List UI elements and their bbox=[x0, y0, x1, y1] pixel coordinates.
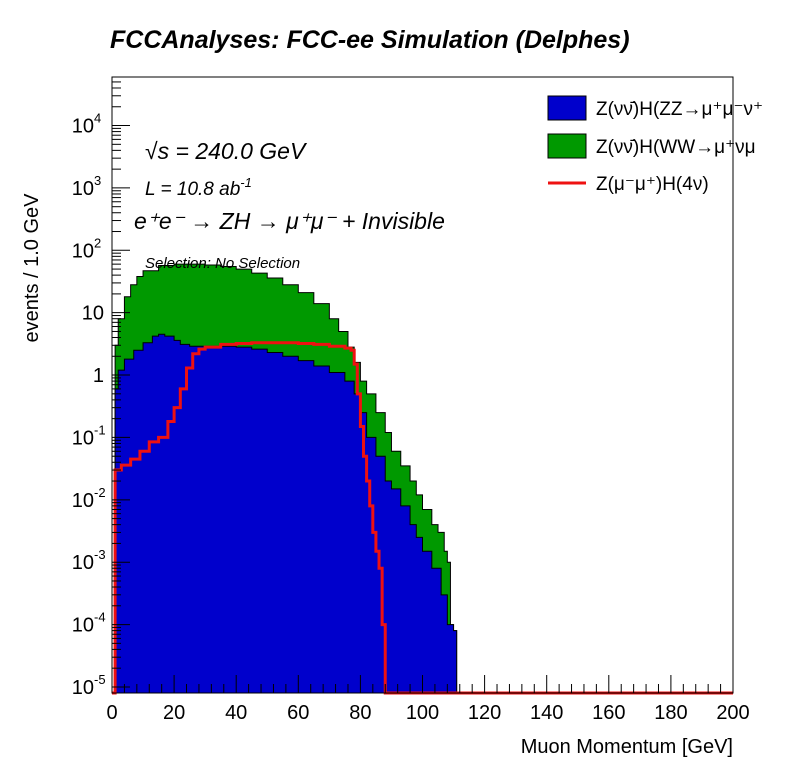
x-tick-label: 180 bbox=[654, 702, 687, 724]
y-tick-exponent: 2 bbox=[94, 235, 101, 250]
y-tick-exponent: -2 bbox=[94, 485, 106, 500]
series-0-fill bbox=[114, 333, 458, 694]
chart-title: FCCAnalyses: FCC-ee Simulation (Delphes) bbox=[110, 26, 630, 54]
x-tick-label: 140 bbox=[530, 702, 563, 724]
x-tick-label: 0 bbox=[106, 702, 117, 724]
y-tick-exponent: -1 bbox=[94, 422, 106, 437]
x-tick-label: 200 bbox=[716, 702, 749, 724]
luminosity-exponent: -1 bbox=[240, 175, 252, 190]
y-tick-label: 10 bbox=[72, 178, 94, 200]
process-annotation: e⁺e⁻ → ZH → μ⁺μ⁻ + Invisible bbox=[134, 208, 445, 234]
plot-data bbox=[112, 263, 733, 695]
sqrt-s-annotation: √s = 240.0 GeV bbox=[145, 138, 308, 164]
y-tick-exponent: 3 bbox=[94, 173, 101, 188]
x-tick-label: 100 bbox=[406, 702, 439, 724]
x-tick-label: 160 bbox=[592, 702, 625, 724]
legend-swatch-0 bbox=[547, 95, 587, 121]
luminosity-annotation: L = 10.8 ab-1 bbox=[145, 175, 252, 200]
x-tick-label: 80 bbox=[349, 702, 371, 724]
y-tick-label: 10 bbox=[72, 490, 94, 512]
selection-annotation: Selection: No Selection bbox=[145, 255, 300, 272]
x-tick-label: 40 bbox=[225, 702, 247, 724]
y-axis-label: events / 1.0 GeV bbox=[21, 193, 43, 343]
legend-label-1: Z(νν̄)H(WW→μ⁺νμ bbox=[596, 137, 756, 158]
luminosity-text: L = 10.8 ab bbox=[145, 179, 240, 200]
y-tick-label: 10 bbox=[72, 677, 94, 699]
y-tick-exponent: 4 bbox=[94, 111, 101, 126]
y-tick-label: 10 bbox=[72, 427, 94, 449]
y-tick-label: 10 bbox=[72, 615, 94, 637]
legend-label-2: Z(μ⁻μ⁺)H(4ν) bbox=[596, 174, 709, 195]
y-tick-exponent: -4 bbox=[94, 610, 106, 625]
legend-swatch-1 bbox=[547, 133, 587, 159]
y-tick-label: 10 bbox=[72, 240, 94, 262]
x-tick-label: 20 bbox=[163, 702, 185, 724]
x-tick-label: 120 bbox=[468, 702, 501, 724]
legend-label-0: Z(νν̄)H(ZZ→μ⁺μ⁻ν⁺ bbox=[596, 99, 763, 120]
x-axis-label: Muon Momentum [GeV] bbox=[521, 736, 733, 758]
y-tick-exponent: -3 bbox=[94, 547, 106, 562]
x-tick-label: 60 bbox=[287, 702, 309, 724]
y-tick-label: 10 bbox=[72, 552, 94, 574]
series-signal-line bbox=[112, 341, 733, 695]
y-tick-label: 10 bbox=[72, 116, 94, 138]
y-tick-label: 1 bbox=[93, 365, 104, 387]
y-tick-label: 10 bbox=[82, 303, 104, 325]
y-tick-exponent: -5 bbox=[94, 672, 106, 687]
legend: Z(νν̄)H(ZZ→μ⁺μ⁻ν⁺ Z(νν̄)H(WW→μ⁺νμ Z(μ⁻μ⁺)H… bbox=[547, 95, 763, 195]
